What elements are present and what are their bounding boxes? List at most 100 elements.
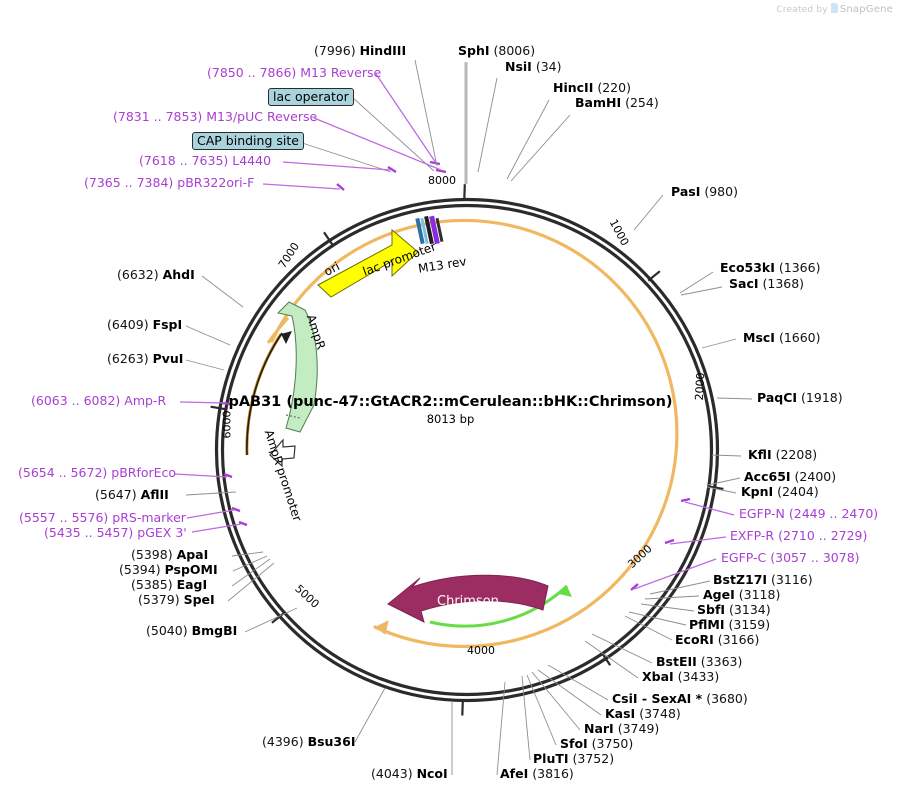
label-pluti[interactable]: PluTI (3752) bbox=[533, 752, 614, 766]
label-nsii[interactable]: NsiI (34) bbox=[505, 60, 562, 74]
tick-label-2000: 2000 bbox=[692, 372, 708, 401]
label-kasi[interactable]: KasI (3748) bbox=[605, 707, 681, 721]
label-ahdi-enz: AhdI bbox=[162, 267, 195, 282]
label-bamhi-enz: BamHI bbox=[575, 95, 622, 110]
leader-lines-purple bbox=[174, 73, 735, 590]
label-pgex-3-name: pGEX 3' bbox=[137, 525, 187, 540]
label-csii-sexai[interactable]: CsiI - SexAI * (3680) bbox=[612, 692, 748, 706]
label-bsteii[interactable]: BstEII (3363) bbox=[656, 655, 742, 669]
label-apai[interactable]: (5398) ApaI bbox=[131, 548, 208, 562]
label-pgex-3[interactable]: (5435 .. 5457) pGEX 3' bbox=[44, 526, 187, 540]
label-sphi-pos: (8006) bbox=[493, 43, 536, 58]
label-msci[interactable]: MscI (1660) bbox=[743, 331, 821, 345]
label-acc65i-pos: (2400) bbox=[794, 469, 837, 484]
label-hincii[interactable]: HincII (220) bbox=[553, 81, 631, 95]
label-paqci-enz: PaqCI bbox=[757, 390, 798, 405]
feature-chrimson[interactable] bbox=[387, 574, 549, 623]
snapgene-watermark: Created by SnapGene bbox=[776, 3, 893, 15]
label-acc65i[interactable]: Acc65I (2400) bbox=[744, 470, 836, 484]
label-kpni[interactable]: KpnI (2404) bbox=[741, 485, 819, 499]
label-spei[interactable]: (5379) SpeI bbox=[138, 593, 215, 607]
label-l4440-pos: (7618 .. 7635) bbox=[139, 153, 229, 168]
label-pflmi[interactable]: PflMI (3159) bbox=[689, 618, 770, 632]
label-hindiii-pos: (7996) bbox=[314, 43, 356, 58]
feature-m13rev-glyph[interactable] bbox=[415, 215, 444, 245]
label-m13-puc-reverse[interactable]: (7831 .. 7853) M13/pUC Reverse bbox=[113, 110, 317, 124]
label-nari-pos: (3749) bbox=[617, 721, 660, 736]
ori-arc-dark bbox=[246, 332, 283, 456]
label-kasi-pos: (3748) bbox=[639, 706, 681, 721]
label-pvui[interactable]: (6263) PvuI bbox=[107, 352, 183, 366]
label-pvui-pos: (6263) bbox=[107, 351, 149, 366]
label-sfoi[interactable]: SfoI (3750) bbox=[560, 737, 633, 751]
feature-ampr-promoter[interactable] bbox=[269, 438, 296, 468]
tick-label-8000: 8000 bbox=[428, 174, 456, 187]
label-m13-reverse-name: M13 Reverse bbox=[300, 65, 382, 80]
label-m13-puc-reverse-pos: (7831 .. 7853) bbox=[113, 109, 203, 124]
feature-ori[interactable] bbox=[317, 228, 419, 298]
label-eagi-enz: EagI bbox=[176, 577, 208, 592]
label-pasi[interactable]: PasI (980) bbox=[671, 185, 738, 199]
label-bstz17i[interactable]: BstZ17I (3116) bbox=[713, 573, 813, 587]
label-fspi-pos: (6409) bbox=[107, 317, 149, 332]
label-kfli[interactable]: KflI (2208) bbox=[748, 448, 817, 462]
label-saci[interactable]: SacI (1368) bbox=[729, 277, 804, 291]
label-aflii[interactable]: (5647) AflII bbox=[95, 488, 169, 502]
label-pflmi-enz: PflMI bbox=[689, 617, 725, 632]
label-sbfi-pos: (3134) bbox=[729, 602, 771, 617]
label-ncoi-enz: NcoI bbox=[416, 766, 448, 781]
label-bsu36i[interactable]: (4396) Bsu36I bbox=[262, 735, 355, 749]
label-paqci[interactable]: PaqCI (1918) bbox=[757, 391, 843, 405]
label-ncoi[interactable]: (4043) NcoI bbox=[371, 767, 448, 781]
label-sphi[interactable]: SphI (8006) bbox=[458, 44, 535, 58]
label-cap-binding-site[interactable]: CAP binding site bbox=[192, 132, 304, 150]
label-egfp-n[interactable]: EGFP-N (2449 .. 2470) bbox=[739, 507, 878, 521]
label-exfp-r[interactable]: EXFP-R (2710 .. 2729) bbox=[730, 529, 867, 543]
label-afei[interactable]: AfeI (3816) bbox=[500, 767, 574, 781]
label-ecori[interactable]: EcoRI (3166) bbox=[675, 633, 759, 647]
label-pbr322ori-f[interactable]: (7365 .. 7384) pBR322ori-F bbox=[84, 176, 254, 190]
label-fspi[interactable]: (6409) FspI bbox=[107, 318, 182, 332]
label-bsu36i-enz: Bsu36I bbox=[307, 734, 356, 749]
label-egfp-c[interactable]: EGFP-C (3057 .. 3078) bbox=[721, 551, 860, 565]
label-sbfi[interactable]: SbfI (3134) bbox=[697, 603, 771, 617]
label-eco53ki-pos: (1366) bbox=[778, 260, 821, 275]
label-apai-enz: ApaI bbox=[176, 547, 209, 562]
label-eco53ki[interactable]: Eco53kI (1366) bbox=[720, 261, 820, 275]
label-agei[interactable]: AgeI (3118) bbox=[703, 588, 780, 602]
label-pflmi-pos: (3159) bbox=[728, 617, 771, 632]
label-pspomi[interactable]: (5394) PspOMI bbox=[119, 563, 218, 577]
label-spei-pos: (5379) bbox=[138, 592, 180, 607]
label-m13-reverse[interactable]: (7850 .. 7866) M13 Reverse bbox=[207, 66, 381, 80]
label-bmgbi[interactable]: (5040) BmgBI bbox=[146, 624, 237, 638]
label-l4440[interactable]: (7618 .. 7635) L4440 bbox=[139, 154, 271, 168]
label-hincii-pos: (220) bbox=[597, 80, 631, 95]
label-amp-r[interactable]: (6063 .. 6082) Amp-R bbox=[31, 394, 166, 408]
label-msci-pos: (1660) bbox=[778, 330, 821, 345]
label-ahdi-pos: (6632) bbox=[117, 267, 159, 282]
label-nari[interactable]: NarI (3749) bbox=[584, 722, 659, 736]
label-ncoi-pos: (4043) bbox=[371, 766, 413, 781]
label-m13-puc-reverse-name: M13/pUC Reverse bbox=[206, 109, 318, 124]
label-prs-marker[interactable]: (5557 .. 5576) pRS-marker bbox=[19, 511, 186, 525]
label-ahdi[interactable]: (6632) AhdI bbox=[117, 268, 195, 282]
label-bstz17i-enz: BstZ17I bbox=[713, 572, 768, 587]
feature-ampr[interactable] bbox=[276, 301, 318, 433]
label-lac-operator[interactable]: lac operator bbox=[268, 88, 354, 106]
label-eagi[interactable]: (5385) EagI bbox=[131, 578, 207, 592]
label-eco53ki-enz: Eco53kI bbox=[720, 260, 775, 275]
label-spei-enz: SpeI bbox=[183, 592, 215, 607]
label-exfp-r-pos: (2710 .. 2729) bbox=[778, 528, 868, 543]
label-pbrforeco[interactable]: (5654 .. 5672) pBRforEco bbox=[18, 466, 176, 480]
label-bamhi[interactable]: BamHI (254) bbox=[575, 96, 659, 110]
label-egfp-c-name: EGFP-C bbox=[721, 550, 767, 565]
tick-label-6000: 6000 bbox=[220, 410, 234, 439]
label-hindiii[interactable]: (7996) HindIII bbox=[314, 44, 406, 58]
label-xbai[interactable]: XbaI (3433) bbox=[642, 670, 719, 684]
label-nsii-enz: NsiI bbox=[505, 59, 532, 74]
watermark-brand: SnapGene bbox=[839, 4, 893, 15]
label-exfp-r-name: EXFP-R bbox=[730, 528, 775, 543]
label-saci-pos: (1368) bbox=[762, 276, 805, 291]
